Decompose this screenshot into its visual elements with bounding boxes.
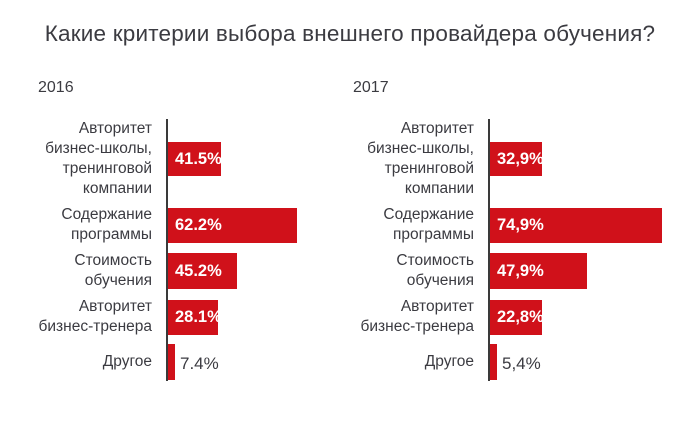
bar-row: Авторитет бизнес-тренера 22,8% — [322, 296, 694, 338]
bar-track: 22,8% — [490, 299, 694, 335]
bar-row: Другое 7.4% — [0, 342, 372, 382]
bar: 22,8% — [490, 299, 544, 335]
category-label-line: бизнес-школы, — [45, 140, 152, 157]
category-label: Стоимость обучения — [322, 251, 474, 291]
category-label: Другое — [0, 352, 152, 372]
bar-row: Содержание программы 62.2% — [0, 204, 372, 246]
bar: 45.2% — [168, 253, 237, 289]
category-label: Авторитет бизнес-тренера — [322, 297, 475, 337]
category-label: Другое — [322, 352, 474, 372]
category-label-line: Авторитет — [400, 298, 474, 315]
bar-track: 41.5% — [168, 142, 372, 176]
bar — [490, 344, 497, 380]
category-label-line: тренинговой — [62, 160, 152, 177]
bar-row: Стоимость обучения 45.2% — [0, 250, 372, 292]
bar: 47,9% — [490, 253, 587, 289]
category-label-line: программы — [393, 226, 474, 243]
rows: Авторитет бизнес-школы, тренинговой компани… — [0, 118, 372, 382]
category-label-line: бизнес-школы, — [367, 140, 474, 157]
category-label-line: обучения — [406, 272, 474, 289]
category-label-line: программы — [71, 226, 152, 243]
category-label-line: Другое — [424, 353, 474, 370]
bar-track: 74,9% — [490, 207, 694, 243]
bar — [168, 344, 175, 380]
category-label-line: Содержание — [61, 206, 152, 223]
year-label-2016: 2016 — [38, 79, 74, 96]
bar-row: Стоимость обучения 47,9% — [322, 250, 694, 292]
bar-value: 45.2% — [175, 261, 222, 280]
bar: 28.1% — [168, 299, 222, 335]
bar-value: 62.2% — [175, 215, 222, 234]
rows: Авторитет бизнес-школы, тренинговой компани… — [322, 118, 694, 382]
category-label-line: Стоимость — [74, 252, 152, 269]
bar-value: 47,9% — [497, 261, 544, 280]
category-label-line: бизнес-тренера — [38, 318, 153, 335]
category-label-line: Другое — [102, 353, 152, 370]
bar-value: 28.1% — [175, 307, 222, 326]
category-label: Стоимость обучения — [0, 251, 152, 291]
chart-2017: Авторитет бизнес-школы, тренинговой компани… — [322, 118, 694, 382]
bar-value: 74,9% — [497, 215, 544, 234]
bar-track: 5,4% — [490, 344, 694, 380]
bar: 41.5% — [168, 142, 222, 176]
category-label: Авторитет бизнес-школы, тренинговой компани… — [322, 119, 474, 199]
category-label: Содержание программы — [322, 205, 474, 245]
category-label: Авторитет бизнес-школы, тренинговой компани… — [0, 119, 152, 199]
category-label-line: Авторитет — [78, 120, 152, 137]
chart-title: Какие критерии выбора внешнего провайдер… — [44, 21, 656, 46]
category-label-line: Стоимость — [396, 252, 474, 269]
category-label-line: бизнес-тренера — [360, 318, 475, 335]
category-label-line: компании — [82, 180, 152, 197]
bar-row: Авторитет бизнес-тренера 28.1% — [0, 296, 372, 338]
category-label-line: тренинговой — [384, 160, 474, 177]
bar-track: 47,9% — [490, 253, 694, 289]
category-label: Авторитет бизнес-тренера — [0, 297, 153, 337]
category-label-line: компании — [404, 180, 474, 197]
bar-row: Другое 5,4% — [322, 342, 694, 382]
bar-row: Содержание программы 74,9% — [322, 204, 694, 246]
bar-track: 45.2% — [168, 253, 372, 289]
category-label-line: Авторитет — [78, 298, 152, 315]
bar: 74,9% — [490, 207, 662, 243]
bar-row: Авторитет бизнес-школы, тренинговой компани… — [322, 118, 694, 200]
bar-value: 41.5% — [175, 149, 222, 168]
bar-value: 32,9% — [497, 149, 544, 168]
bar: 62.2% — [168, 207, 297, 243]
bar-track: 32,9% — [490, 142, 694, 176]
bar-row: Авторитет бизнес-школы, тренинговой компани… — [0, 118, 372, 200]
bar-value: 5,4% — [502, 354, 541, 373]
year-label-2017: 2017 — [353, 79, 389, 96]
bar-value: 22,8% — [497, 307, 544, 326]
category-label-line: Содержание — [383, 206, 474, 223]
bar-value: 7.4% — [180, 354, 219, 373]
y-axis-line — [488, 119, 490, 381]
bar-track: 7.4% — [168, 344, 372, 380]
bar: 32,9% — [490, 142, 544, 176]
category-label-line: Авторитет — [400, 120, 474, 137]
chart-2016: Авторитет бизнес-школы, тренинговой компани… — [0, 118, 372, 382]
category-label: Содержание программы — [0, 205, 152, 245]
category-label-line: обучения — [84, 272, 152, 289]
bar-track: 28.1% — [168, 299, 372, 335]
bar-track: 62.2% — [168, 207, 372, 243]
y-axis-line — [166, 119, 168, 381]
